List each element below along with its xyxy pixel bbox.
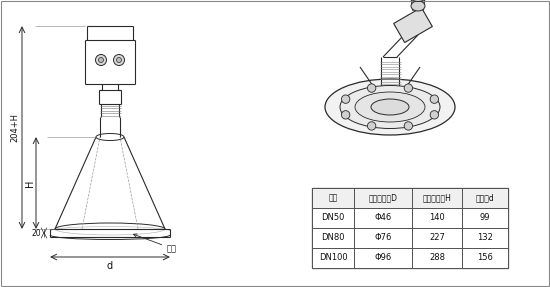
Text: 99: 99	[480, 214, 490, 222]
Text: 法兰: 法兰	[328, 193, 338, 203]
Text: DN80: DN80	[321, 234, 345, 243]
Bar	[312, 188, 354, 208]
Text: Φ96: Φ96	[375, 253, 392, 263]
Bar	[354, 248, 412, 268]
Bar	[312, 208, 354, 228]
Text: 288: 288	[429, 253, 445, 263]
Bar	[312, 248, 354, 268]
Ellipse shape	[371, 99, 409, 115]
Text: 20: 20	[31, 228, 41, 238]
Circle shape	[98, 57, 103, 63]
Bar	[412, 208, 462, 228]
Text: DN100: DN100	[318, 253, 347, 263]
Circle shape	[117, 57, 122, 63]
Text: 喇叭口高度H: 喇叭口高度H	[422, 193, 452, 203]
Bar	[412, 228, 462, 248]
Circle shape	[367, 84, 376, 92]
Text: 140: 140	[429, 214, 445, 222]
Circle shape	[430, 111, 438, 119]
Bar	[462, 208, 508, 228]
Bar	[462, 228, 508, 248]
Circle shape	[96, 55, 107, 65]
Circle shape	[113, 55, 124, 65]
Text: 法兰: 法兰	[134, 234, 177, 253]
Bar	[312, 188, 508, 268]
Bar	[312, 228, 354, 248]
Bar	[462, 188, 508, 208]
Text: d: d	[107, 261, 113, 271]
Text: 喇叭口直径D: 喇叭口直径D	[368, 193, 398, 203]
Bar	[412, 188, 462, 208]
Text: Φ76: Φ76	[375, 234, 392, 243]
Circle shape	[342, 111, 350, 119]
Bar	[412, 248, 462, 268]
Ellipse shape	[340, 86, 440, 129]
Text: DN50: DN50	[321, 214, 345, 222]
Bar	[462, 248, 508, 268]
Text: Φ46: Φ46	[375, 214, 392, 222]
Ellipse shape	[355, 92, 425, 122]
Ellipse shape	[411, 0, 425, 1]
Text: 204+H: 204+H	[10, 113, 19, 142]
Circle shape	[367, 122, 376, 130]
Circle shape	[404, 84, 412, 92]
Bar	[354, 208, 412, 228]
Ellipse shape	[325, 79, 455, 135]
Circle shape	[430, 95, 438, 103]
Text: 227: 227	[429, 234, 445, 243]
Polygon shape	[394, 7, 432, 42]
Ellipse shape	[411, 1, 425, 11]
Text: H: H	[25, 179, 35, 187]
Text: 156: 156	[477, 253, 493, 263]
Circle shape	[342, 95, 350, 103]
Bar	[354, 188, 412, 208]
Text: 132: 132	[477, 234, 493, 243]
Bar	[354, 228, 412, 248]
Text: 四氟盘d: 四氟盘d	[476, 193, 494, 203]
Circle shape	[404, 122, 412, 130]
